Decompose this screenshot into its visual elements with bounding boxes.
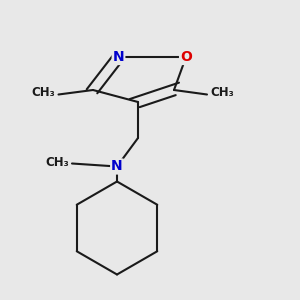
Text: N: N <box>111 160 123 173</box>
Text: CH₃: CH₃ <box>32 86 56 100</box>
Text: N: N <box>113 50 124 64</box>
Text: CH₃: CH₃ <box>210 86 234 100</box>
Text: O: O <box>180 50 192 64</box>
Text: CH₃: CH₃ <box>45 155 69 169</box>
